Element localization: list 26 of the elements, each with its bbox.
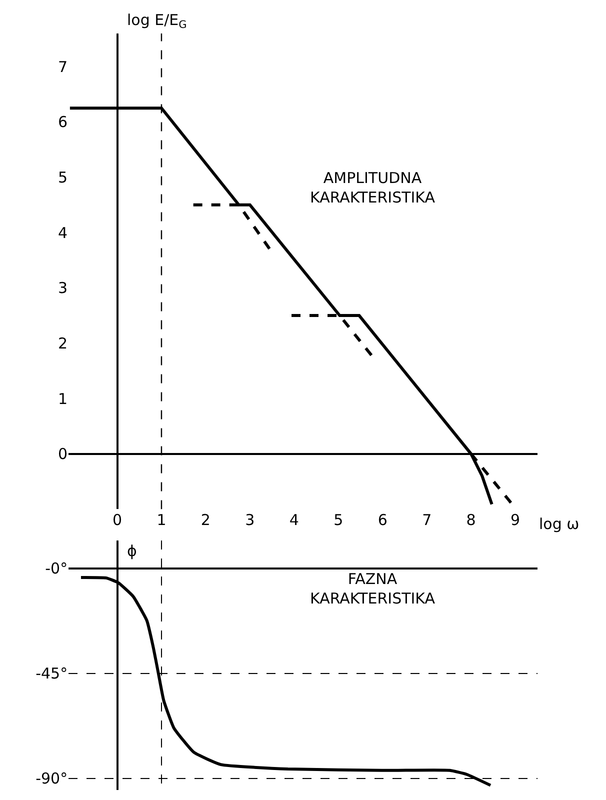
annotation: AMPLITUDNA KARAKTERISTIKA: [310, 169, 436, 206]
x-tick-label: 5: [334, 511, 344, 530]
y-tick-label: -45°: [36, 664, 68, 683]
x-tick-label: 8: [466, 511, 476, 530]
y-tick-label: 4: [58, 224, 68, 242]
x-tick-label: 1: [156, 511, 166, 530]
y-tick-label: 6: [58, 113, 68, 132]
x-tick-label: 0: [112, 511, 122, 530]
y-tick-label: 1: [58, 390, 68, 408]
y-axis-title: log E/E$_{G}$: [127, 11, 187, 32]
x-tick-label: 6: [378, 511, 388, 530]
y-tick-label: 5: [58, 168, 68, 186]
x-tick-label: 3: [245, 511, 255, 530]
annotation: FAZNA KARAKTERISTIKA: [310, 570, 436, 608]
x-tick-label: 9: [510, 511, 520, 530]
y-tick-label: -90°: [36, 770, 68, 788]
x-tick-label: 7: [422, 511, 432, 530]
y-tick-label: 3: [58, 279, 68, 298]
y-tick-label: -0°: [45, 560, 68, 578]
x-tick-label: 4: [289, 511, 299, 530]
y-axis-title: ϕ: [127, 542, 137, 560]
x-axis-title: log ω: [539, 515, 580, 533]
y-tick-label: 7: [58, 58, 68, 76]
y-tick-label: 0: [58, 445, 68, 464]
x-tick-label: 2: [200, 511, 210, 530]
y-tick-label: 2: [58, 334, 68, 352]
